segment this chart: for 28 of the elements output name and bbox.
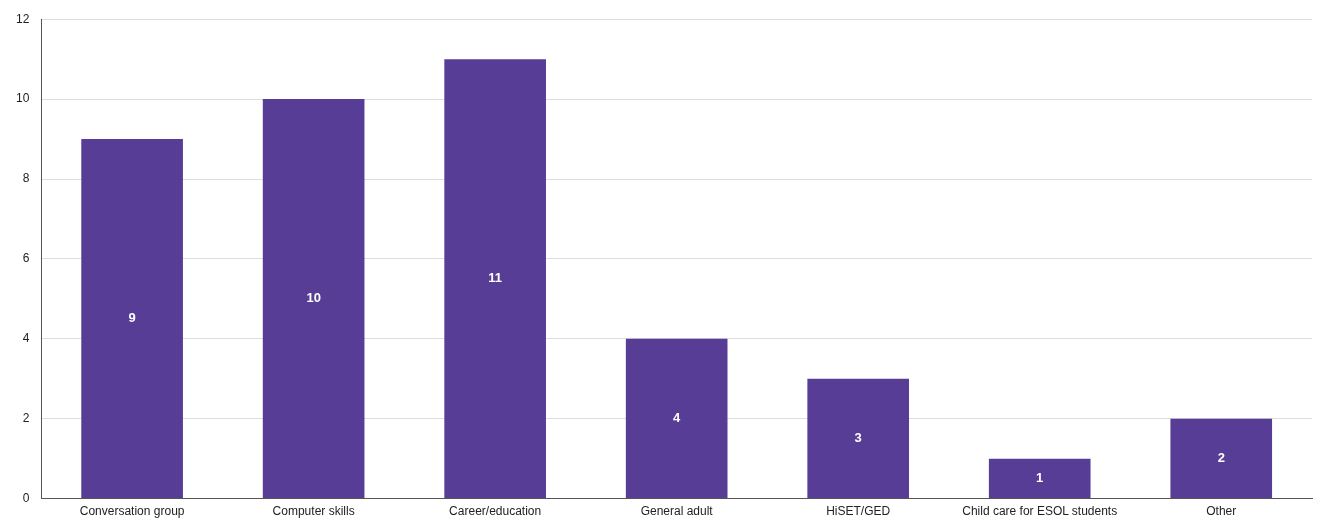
data-label: 3 [854,430,862,445]
x-tick-label: HiSET/GED [826,504,891,519]
y-tick-label: 6 [22,251,30,266]
x-tick-label: Conversation group [79,504,185,519]
x-tick-label: Career/education [449,504,542,519]
bar [444,59,546,499]
data-label: 1 [1036,469,1044,485]
y-tick-label: 10 [15,91,30,106]
bar [807,378,910,499]
y-tick-label: 4 [22,331,30,346]
data-label: 9 [128,310,136,326]
y-tick-label: 8 [22,171,30,186]
x-tick-label: Other [1206,504,1237,519]
bar [81,139,183,499]
data-label: 2 [1217,449,1225,465]
bar [262,99,365,499]
x-tick-label: General adult [640,504,714,519]
x-tick-label: Computer skills [272,504,355,519]
data-label: 10 [306,290,321,306]
bar [988,458,1091,499]
data-label: 4 [673,410,682,426]
bar [625,338,728,499]
x-tick-label: Child care for ESOL students [962,504,1118,519]
data-label: 11 [488,270,503,286]
y-tick-label: 12 [15,11,30,26]
bar [1170,418,1273,499]
y-tick-label: 2 [22,411,30,426]
y-tick-label: 0 [22,490,30,505]
